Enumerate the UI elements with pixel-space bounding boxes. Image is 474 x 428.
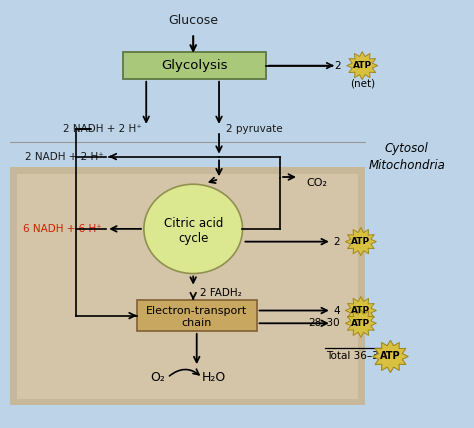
Text: ATP: ATP [351, 319, 370, 328]
Text: Mitochondria: Mitochondria [368, 159, 445, 172]
Text: 2 NADH + 2 H⁺: 2 NADH + 2 H⁺ [25, 152, 104, 162]
Text: ATP: ATP [351, 306, 370, 315]
Polygon shape [347, 51, 378, 80]
Text: Total 36–38: Total 36–38 [326, 351, 385, 362]
Text: (net): (net) [350, 78, 375, 88]
Text: H₂O: H₂O [202, 371, 227, 384]
Text: ATP: ATP [353, 61, 372, 70]
Polygon shape [346, 309, 376, 337]
FancyBboxPatch shape [123, 52, 266, 79]
Text: Glycolysis: Glycolysis [161, 59, 228, 72]
Text: 2 pyruvate: 2 pyruvate [226, 124, 283, 134]
Text: chain: chain [182, 318, 212, 328]
Text: 6 NADH + 6 H⁺: 6 NADH + 6 H⁺ [23, 224, 101, 234]
Bar [17, 174, 357, 399]
Text: ATP: ATP [351, 237, 370, 246]
Circle shape [144, 184, 243, 273]
Polygon shape [373, 340, 408, 373]
Text: 2: 2 [335, 61, 341, 71]
Bar [10, 167, 365, 405]
Text: CO₂: CO₂ [306, 178, 327, 188]
Text: 2: 2 [333, 237, 340, 247]
Text: Electron-transport: Electron-transport [146, 306, 247, 316]
Text: 28–30: 28–30 [308, 318, 340, 328]
Polygon shape [346, 228, 376, 256]
Polygon shape [346, 297, 376, 324]
Text: 2 FADH₂: 2 FADH₂ [200, 288, 242, 297]
FancyBboxPatch shape [137, 300, 256, 331]
Text: Cytosol: Cytosol [385, 142, 429, 155]
Text: ATP: ATP [380, 351, 401, 362]
Text: cycle: cycle [178, 232, 209, 245]
Text: 4: 4 [333, 306, 340, 315]
Text: Citric acid: Citric acid [164, 217, 223, 230]
Text: Glucose: Glucose [168, 14, 218, 27]
Text: 2 NADH + 2 H⁺: 2 NADH + 2 H⁺ [63, 124, 142, 134]
Text: O₂: O₂ [151, 371, 165, 384]
